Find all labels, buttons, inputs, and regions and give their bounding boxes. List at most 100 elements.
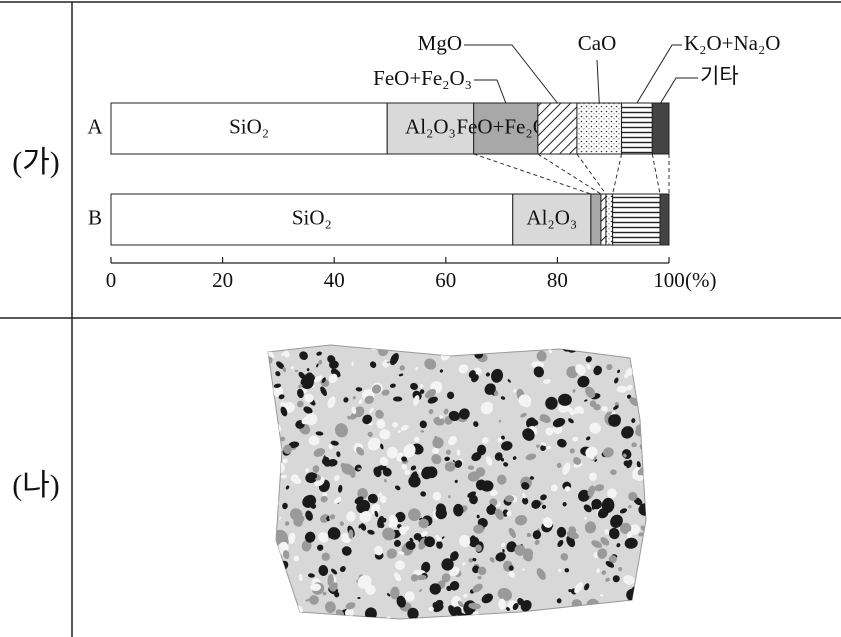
rock-speck [358,524,361,529]
rock-speck [268,377,270,382]
rock-speck [327,527,341,540]
rock-speck [424,536,436,548]
rock-speck [513,389,517,393]
rock-speck [309,595,319,605]
rock-speck [560,553,569,561]
rock-speck [642,439,646,443]
rock-speck [486,504,497,515]
rock-speck [446,585,452,592]
rock-speck [522,492,526,499]
leader-line [660,77,698,104]
rock-speck [326,516,330,520]
rock-speck [268,452,278,462]
rock-speck [459,534,471,548]
rock-speck [448,410,460,422]
rock-speck [401,463,407,470]
rock-speck [448,435,457,446]
rock-speck [330,440,339,446]
rock-photo [267,344,647,620]
rock-speck [531,361,545,369]
rock-speck [436,540,443,549]
rock-speck [507,379,511,383]
rock-speck [289,508,303,521]
rock-speck [281,352,284,357]
rock-speck [572,389,576,393]
rock-speck [301,540,312,552]
rock-speck [320,495,328,503]
rock-speck [568,407,575,416]
rock-speck [334,423,348,438]
bar-segment [590,193,602,246]
rock-speck [428,606,434,612]
rock-speck [359,511,372,523]
rock-speck [268,376,269,384]
rock-speck [526,532,532,538]
rock-speck [638,532,644,537]
rock-speck [631,442,637,448]
rock-speck [399,365,405,371]
rock-speck [433,416,445,426]
rock-speck [520,600,532,612]
rock-speck [294,369,299,372]
rock-speck [638,503,646,516]
rock-speck [607,615,614,619]
rock-speck [328,444,333,449]
rock-speck [333,496,342,504]
rock-speck [449,567,460,577]
rock-speck [469,494,478,505]
rock-speck [638,388,644,395]
rock-speck [370,503,381,515]
rock-speck [518,394,532,407]
rock-speck [500,457,505,462]
rock-speck [556,462,562,469]
rock-speck [305,599,310,602]
rock-speck [273,383,282,388]
rock-speck [278,394,285,400]
rock-speck [408,508,421,522]
rock-speck [600,537,610,546]
rock-speck [557,438,567,448]
segment-label: SiO₂ [229,114,269,138]
rock-speck [305,510,313,521]
rock-speck [268,597,277,610]
rock-speck [280,436,286,442]
rock-speck [308,435,320,446]
rock-speck [605,577,610,582]
rock-speck [315,431,324,436]
rock-speck [388,522,398,528]
rock-speck [278,593,283,598]
rock-speck [641,580,646,592]
rock-speck [597,548,608,559]
rock-speck [392,422,399,428]
rock-speck [347,415,351,420]
rock-speck [268,345,271,348]
rock-speck [614,377,619,384]
rock-speck [379,429,391,440]
rock-speck [367,437,381,451]
rock-speck [413,473,419,479]
rock-speck [320,386,327,397]
x-tick-label: 80 [547,268,568,292]
rock-speck [355,387,363,392]
rock-speck [276,568,286,577]
rock-speck [341,546,352,556]
rock-speck [457,600,464,608]
rock-speck [604,529,610,535]
rock-speck [432,447,440,454]
connector [473,153,592,195]
rock-speck [305,467,309,473]
rock-speck [420,530,428,538]
rock-speck [371,384,382,394]
rock-speck [288,441,300,449]
rock-speck [410,465,417,471]
rock-speck [556,598,562,604]
rock-speck [394,485,401,491]
rock-speck [322,591,327,596]
rock-speck [522,428,535,441]
rock-speck [623,453,627,458]
rock-speck [562,502,567,507]
rock-speck [346,511,356,522]
rock-speck [494,508,504,520]
rock-speck [569,448,575,454]
rock-speck [628,345,642,357]
